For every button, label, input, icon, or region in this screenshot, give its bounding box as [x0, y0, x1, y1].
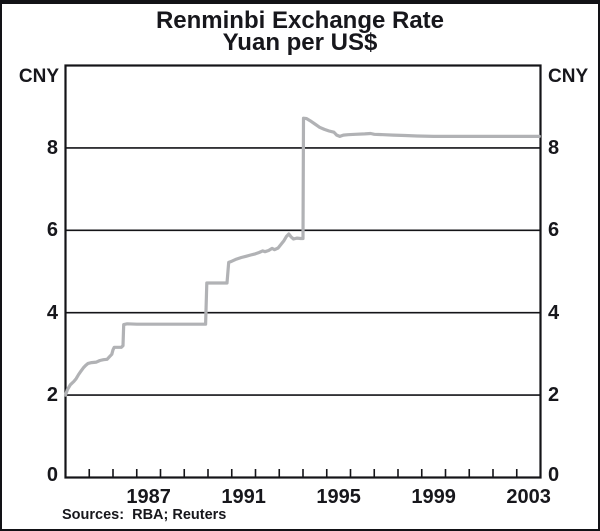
y-axis-unit-left: CNY — [18, 66, 59, 87]
x-axis-year-label: 1999 — [411, 486, 456, 508]
x-axis-year-label: 1991 — [221, 486, 266, 508]
x-axis-year-label: 2003 — [506, 486, 551, 508]
y-axis-label-right: 0 — [548, 464, 560, 486]
y-axis-unit-right: CNY — [548, 66, 589, 87]
y-axis-label-right: 2 — [548, 384, 560, 407]
exchange-rate-line — [63, 116, 541, 397]
plot-border — [64, 64, 542, 479]
y-axis-label-right: 8 — [548, 136, 560, 159]
plot-area — [63, 64, 542, 479]
y-axis-label-left: 8 — [46, 136, 58, 159]
y-axis-label-left: 4 — [46, 301, 58, 324]
y-axis-label-left: 2 — [46, 384, 58, 407]
chart-title-block: Renminbi Exchange Rate Yuan per US$ — [2, 7, 598, 56]
chart-title: Renminbi Exchange Rate — [155, 7, 445, 34]
y-axis-label-left: 0 — [46, 464, 58, 486]
x-axis-year-label: 1987 — [126, 486, 171, 508]
sources-note: Sources: RBA; Reuters — [62, 507, 227, 523]
y-axis-label-right: 4 — [548, 301, 560, 324]
y-axis-label-left: 6 — [46, 219, 58, 242]
x-axis-year-label: 1995 — [316, 486, 361, 508]
chart-subtitle: Yuan per US$ — [222, 29, 378, 56]
y-axis-label-right: 6 — [548, 219, 560, 242]
